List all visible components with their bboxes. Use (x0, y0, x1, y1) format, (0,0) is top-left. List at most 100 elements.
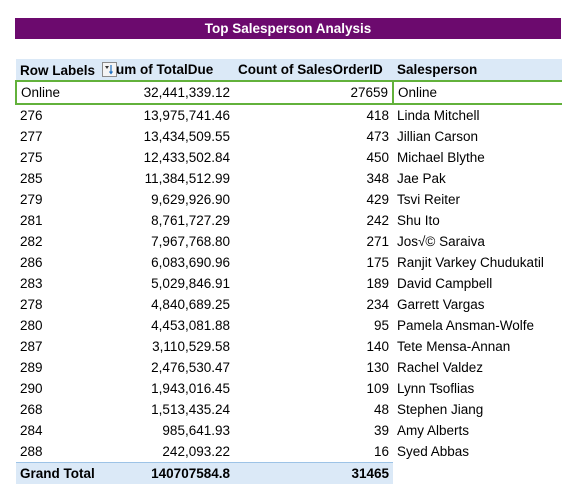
pivot-header-row: Row Labels Sum of TotalDue Count of Sale… (16, 59, 562, 82)
sort-filter-button[interactable] (101, 61, 117, 77)
salesperson-cell[interactable]: David Campbell (397, 276, 493, 291)
table-row: 283 5,029,846.91 189 David Campbell (16, 273, 562, 294)
table-row: 280 4,453,081.88 95 Pamela Ansman-Wolfe (16, 315, 562, 336)
total-due-cell[interactable]: 242,093.22 (162, 444, 230, 459)
row-label-cell[interactable]: 281 (20, 213, 43, 228)
salesperson-cell[interactable]: Garrett Vargas (397, 297, 485, 312)
total-due-cell[interactable]: 2,476,530.47 (151, 360, 230, 375)
header-count-orders[interactable]: Count of SalesOrderID (234, 59, 393, 82)
salesperson-cell[interactable]: Syed Abbas (397, 444, 470, 460)
order-count-cell[interactable]: 140 (366, 339, 389, 354)
order-count-cell[interactable]: 418 (366, 108, 389, 123)
row-label-cell[interactable]: 279 (20, 192, 43, 207)
order-count-cell[interactable]: 16 (373, 444, 389, 459)
table-row: 276 13,975,741.46 418 Linda Mitchell (16, 104, 562, 126)
salesperson-cell[interactable]: Stephen Jiang (397, 402, 484, 417)
salesperson-cell[interactable]: Shu Ito (397, 213, 440, 228)
total-due-cell[interactable]: 1,513,435.24 (151, 402, 230, 417)
salesperson-cell[interactable]: Online (393, 80, 562, 105)
row-label-cell[interactable]: 284 (20, 423, 43, 438)
order-count-cell[interactable]: 348 (366, 171, 389, 186)
row-label-cell[interactable]: 290 (20, 381, 43, 396)
salesperson-cell[interactable]: Pamela Ansman-Wolfe (397, 318, 535, 333)
order-count-cell[interactable]: 48 (373, 402, 389, 417)
row-label-cell[interactable]: 280 (20, 318, 43, 333)
total-due-cell[interactable]: 8,761,727.29 (151, 213, 230, 228)
row-label-cell[interactable]: 285 (20, 171, 43, 186)
order-count-cell[interactable]: 109 (366, 381, 389, 396)
table-row: 278 4,840,689.25 234 Garrett Vargas (16, 294, 562, 315)
order-count-cell[interactable]: 242 (366, 213, 389, 228)
total-due-cell[interactable]: 7,967,768.80 (151, 234, 230, 249)
pivot-body: Online 32,441,339.12 27659 Online 276 13,975,… (15, 80, 562, 463)
row-label-cell[interactable]: 276 (20, 108, 43, 123)
header-row-labels[interactable]: Row Labels (16, 59, 117, 82)
salesperson-cell[interactable]: Ranjit Varkey Chudukatil (397, 255, 544, 270)
table-row: 285 11,384,512.99 348 Jae Pak (16, 168, 562, 189)
table-row: 281 8,761,727.29 242 Shu Ito (16, 210, 562, 231)
total-due-cell[interactable]: 985,641.93 (162, 423, 230, 438)
order-count-cell[interactable]: 189 (366, 276, 389, 291)
row-label-cell[interactable]: 282 (20, 234, 43, 249)
table-row: 282 7,967,768.80 271 Jos√© Saraiva (16, 231, 562, 252)
total-due-cell[interactable]: 4,840,689.25 (151, 297, 230, 312)
table-row: 287 3,110,529.58 140 Tete Mensa-Annan (16, 336, 562, 357)
row-label-cell[interactable]: 275 (20, 150, 43, 165)
salesperson-cell[interactable]: Jae Pak (397, 171, 446, 186)
salesperson-cell[interactable]: Amy Alberts (397, 423, 470, 438)
order-count-cell[interactable]: 473 (366, 129, 389, 144)
total-due-cell[interactable]: 6,083,690.96 (151, 255, 230, 270)
order-count-cell[interactable]: 271 (366, 234, 389, 249)
row-label-cell[interactable]: 287 (20, 339, 43, 354)
table-row: Online 32,441,339.12 27659 Online (15, 80, 562, 105)
salesperson-cell[interactable]: Tete Mensa-Annan (397, 339, 511, 354)
table-row: 289 2,476,530.47 130 Rachel Valdez (16, 357, 562, 378)
row-label-cell[interactable]: 283 (20, 276, 43, 291)
salesperson-cell[interactable]: Jillian Carson (397, 129, 479, 144)
table-row: 279 9,629,926.90 429 Tsvi Reiter (16, 189, 562, 210)
table-row: 284 985,641.93 39 Amy Alberts (16, 420, 562, 441)
header-sum-total-due[interactable]: Sum of TotalDue (103, 59, 234, 82)
row-label-cell[interactable]: 288 (20, 444, 43, 459)
pivot-table: Row Labels Sum of TotalDue Count of Sale… (15, 59, 562, 484)
salesperson-cell[interactable]: Linda Mitchell (397, 108, 480, 123)
total-due-cell[interactable]: 11,384,512.99 (144, 171, 230, 186)
order-count-cell[interactable]: 95 (373, 318, 389, 333)
header-row-labels-text: Row Labels (20, 62, 96, 78)
total-due-cell[interactable]: 13,975,741.46 (143, 108, 230, 123)
table-row: 268 1,513,435.24 48 Stephen Jiang (16, 399, 562, 420)
header-salesperson[interactable]: Salesperson (393, 59, 562, 82)
salesperson-cell[interactable]: Rachel Valdez (397, 360, 484, 375)
grand-total-blank-cell[interactable] (393, 462, 562, 484)
row-label-cell[interactable]: Online (15, 80, 103, 105)
row-label-cell[interactable]: 278 (20, 297, 43, 312)
grand-total-count[interactable]: 31465 (234, 462, 393, 484)
salesperson-cell[interactable]: Michael Blythe (397, 150, 485, 165)
row-label-cell[interactable]: 286 (20, 255, 43, 270)
row-label-cell[interactable]: 289 (20, 360, 43, 375)
order-count-cell[interactable]: 130 (366, 360, 389, 375)
grand-total-label[interactable]: Grand Total (16, 462, 103, 484)
total-due-cell[interactable]: 12,433,502.84 (143, 150, 230, 165)
total-due-cell[interactable]: 3,110,529.58 (152, 339, 230, 354)
order-count-cell[interactable]: 175 (366, 255, 389, 270)
report-title: Top Salesperson Analysis (15, 18, 561, 39)
total-due-cell[interactable]: 1,943,016.45 (151, 381, 230, 396)
total-due-cell[interactable]: 5,029,846.91 (151, 276, 230, 291)
salesperson-cell[interactable]: Tsvi Reiter (397, 192, 461, 207)
salesperson-cell[interactable]: Lynn Tsoflias (397, 381, 475, 396)
order-count-cell[interactable]: 27659 (234, 80, 394, 105)
order-count-cell[interactable]: 450 (366, 150, 389, 165)
row-label-cell[interactable]: 268 (20, 402, 43, 417)
order-count-cell[interactable]: 234 (366, 297, 389, 312)
total-due-cell[interactable]: 4,453,081.88 (151, 318, 230, 333)
order-count-cell[interactable]: 429 (366, 192, 389, 207)
total-due-cell[interactable]: 32,441,339.12 (103, 80, 234, 105)
sort-descending-filter-icon (104, 64, 113, 74)
total-due-cell[interactable]: 9,629,926.90 (151, 192, 230, 207)
total-due-cell[interactable]: 13,434,509.55 (143, 129, 230, 144)
order-count-cell[interactable]: 39 (373, 423, 389, 438)
grand-total-sum[interactable]: 140707584.8 (103, 462, 234, 484)
row-label-cell[interactable]: 277 (20, 129, 43, 144)
salesperson-cell[interactable]: Jos√© Saraiva (397, 234, 485, 249)
